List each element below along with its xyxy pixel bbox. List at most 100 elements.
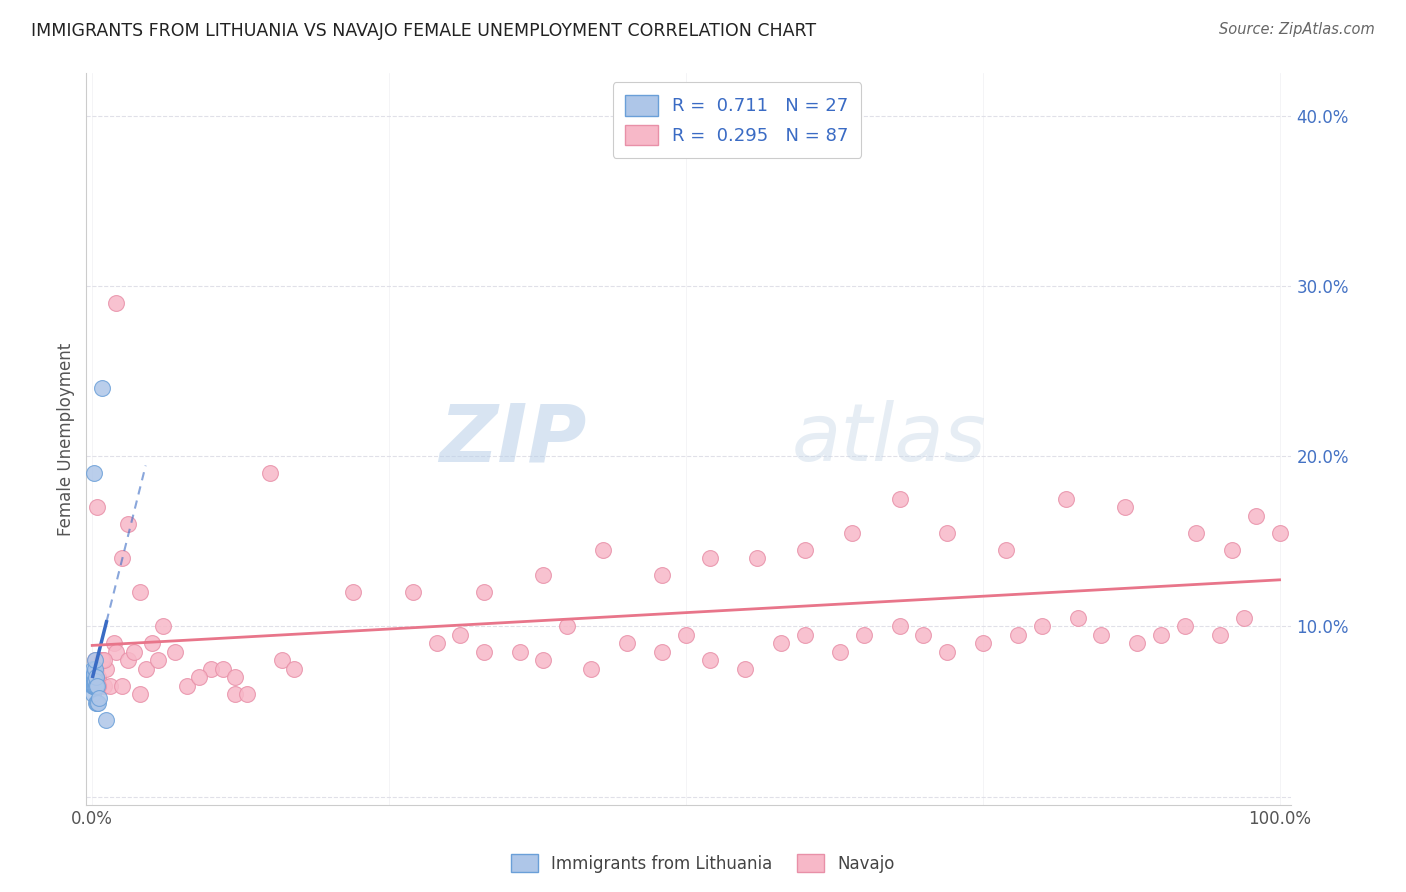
Point xyxy=(211,662,233,676)
Point xyxy=(830,645,852,659)
Point xyxy=(84,696,107,710)
Point xyxy=(86,500,108,515)
Point xyxy=(83,670,105,684)
Point xyxy=(84,679,107,693)
Point xyxy=(616,636,638,650)
Point xyxy=(82,687,104,701)
Point xyxy=(1268,525,1291,540)
Point xyxy=(259,466,281,480)
Point xyxy=(889,491,911,506)
Point xyxy=(592,542,614,557)
Point xyxy=(699,551,721,566)
Point xyxy=(86,679,108,693)
Point xyxy=(90,381,112,395)
Point xyxy=(200,662,222,676)
Point xyxy=(135,662,157,676)
Point xyxy=(1185,525,1208,540)
Point xyxy=(103,636,125,650)
Point xyxy=(83,679,105,693)
Point xyxy=(83,679,105,693)
Point xyxy=(87,679,110,693)
Point xyxy=(188,670,211,684)
Point xyxy=(146,653,169,667)
Point xyxy=(82,670,104,684)
Point xyxy=(82,667,104,681)
Point xyxy=(283,662,305,676)
Point xyxy=(1233,611,1256,625)
Point xyxy=(1150,628,1173,642)
Point xyxy=(734,662,756,676)
Point xyxy=(402,585,425,599)
Point xyxy=(83,673,105,688)
Point xyxy=(747,551,769,566)
Point xyxy=(128,585,150,599)
Point xyxy=(82,679,104,693)
Point xyxy=(793,542,815,557)
Point xyxy=(425,636,447,650)
Point xyxy=(912,628,935,642)
Point xyxy=(449,628,471,642)
Point xyxy=(1007,628,1029,642)
Point xyxy=(86,679,108,693)
Point xyxy=(117,517,139,532)
Point xyxy=(165,645,187,659)
Point xyxy=(98,679,121,693)
Point xyxy=(509,645,531,659)
Point xyxy=(1090,628,1112,642)
Point xyxy=(128,687,150,701)
Point xyxy=(1126,636,1149,650)
Point xyxy=(889,619,911,633)
Point xyxy=(853,628,876,642)
Point xyxy=(1244,508,1267,523)
Point xyxy=(104,295,127,310)
Legend: R =  0.711   N = 27, R =  0.295   N = 87: R = 0.711 N = 27, R = 0.295 N = 87 xyxy=(613,82,862,158)
Point xyxy=(83,466,105,480)
Point xyxy=(793,628,815,642)
Point xyxy=(82,670,104,684)
Point xyxy=(122,645,145,659)
Point xyxy=(271,653,294,667)
Point xyxy=(84,670,107,684)
Point xyxy=(93,679,115,693)
Legend: Immigrants from Lithuania, Navajo: Immigrants from Lithuania, Navajo xyxy=(505,847,901,880)
Point xyxy=(152,619,174,633)
Point xyxy=(90,653,112,667)
Point xyxy=(82,662,104,676)
Point xyxy=(1067,611,1090,625)
Point xyxy=(1209,628,1232,642)
Point xyxy=(936,525,959,540)
Point xyxy=(82,679,104,693)
Point xyxy=(472,645,495,659)
Point xyxy=(83,653,105,667)
Point xyxy=(699,653,721,667)
Point xyxy=(1174,619,1197,633)
Y-axis label: Female Unemployment: Female Unemployment xyxy=(58,343,75,536)
Point xyxy=(972,636,994,650)
Point xyxy=(675,628,697,642)
Point xyxy=(84,673,107,688)
Text: Source: ZipAtlas.com: Source: ZipAtlas.com xyxy=(1219,22,1375,37)
Point xyxy=(86,696,108,710)
Point xyxy=(651,645,673,659)
Point xyxy=(96,662,118,676)
Point xyxy=(83,667,105,681)
Text: IMMIGRANTS FROM LITHUANIA VS NAVAJO FEMALE UNEMPLOYMENT CORRELATION CHART: IMMIGRANTS FROM LITHUANIA VS NAVAJO FEMA… xyxy=(31,22,815,40)
Point xyxy=(224,670,246,684)
Point xyxy=(1054,491,1077,506)
Point xyxy=(533,653,555,667)
Point xyxy=(1031,619,1053,633)
Point xyxy=(579,662,602,676)
Point xyxy=(82,673,104,688)
Point xyxy=(104,645,127,659)
Point xyxy=(176,679,198,693)
Point xyxy=(533,568,555,582)
Point xyxy=(83,662,105,676)
Point xyxy=(995,542,1018,557)
Point xyxy=(83,679,105,693)
Point xyxy=(90,653,112,667)
Point xyxy=(96,713,118,727)
Text: ZIP: ZIP xyxy=(439,400,586,478)
Point xyxy=(235,687,257,701)
Point xyxy=(936,645,959,659)
Point xyxy=(89,679,111,693)
